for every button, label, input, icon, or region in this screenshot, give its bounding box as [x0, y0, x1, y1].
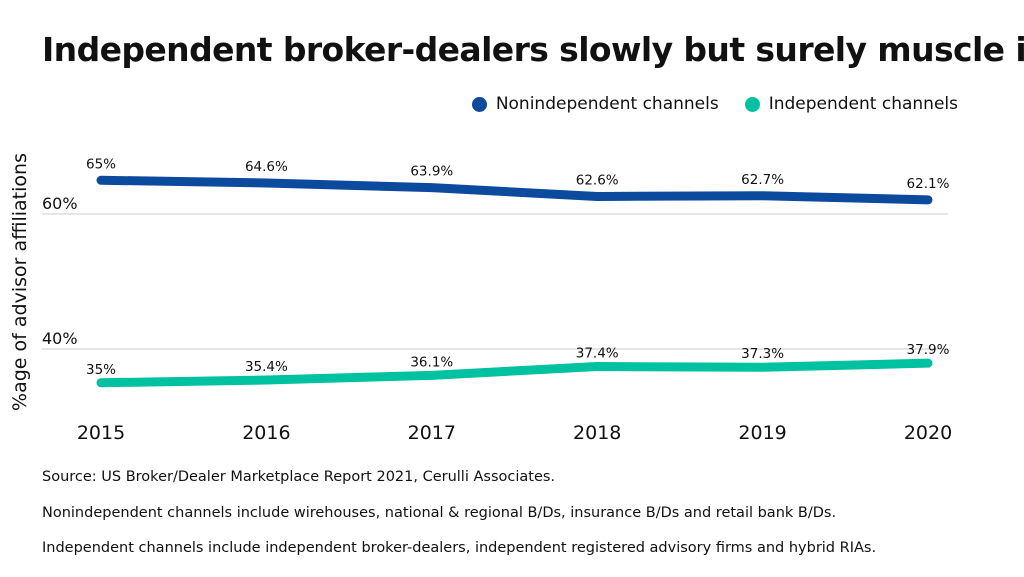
line-chart: %age of advisor affiliations 40% 60% 2015 2…: [9, 153, 952, 444]
legend: Nonindependent channels Independent chan…: [446, 94, 958, 114]
x-tick-label-2019: 2019: [738, 422, 786, 444]
data-label-independent-2015: 35%: [86, 362, 116, 378]
series-line-nonindependent: [96, 175, 933, 205]
y-tick-label-60: 60%: [42, 194, 78, 213]
legend-swatch-nonindependent: [471, 96, 487, 112]
data-label-independent-2020: 37.9%: [907, 342, 950, 358]
x-tick-label-2018: 2018: [573, 422, 621, 444]
data-label-nonindependent-2016: 64.6%: [245, 159, 288, 175]
nonindependent-definition: Nonindependent channels include wirehous…: [42, 504, 837, 521]
x-tick-label-2020: 2020: [904, 422, 952, 444]
legend-item-nonindependent: Nonindependent channels: [471, 94, 719, 114]
data-label-nonindependent-2020: 62.1%: [907, 176, 950, 192]
data-label-nonindependent-2015: 65%: [86, 156, 116, 172]
series-line-independent: [96, 358, 933, 388]
x-tick-label-2015: 2015: [77, 422, 125, 444]
y-axis-label: %age of advisor affiliations: [9, 153, 31, 411]
chart-title: Independent broker-dealers slowly but su…: [42, 30, 1024, 69]
y-tick-label-40: 40%: [42, 329, 78, 348]
data-label-nonindependent-2018: 62.6%: [576, 172, 619, 188]
data-label-nonindependent-2017: 63.9%: [410, 164, 453, 180]
data-label-nonindependent-2019: 62.7%: [741, 172, 784, 188]
x-tick-label-2016: 2016: [242, 422, 290, 444]
legend-swatch-independent: [744, 96, 760, 112]
legend-label-independent: Independent channels: [768, 94, 958, 114]
data-label-independent-2018: 37.4%: [576, 346, 619, 362]
legend-item-independent: Independent channels: [744, 94, 958, 114]
footnotes: Source: US Broker/Dealer Marketplace Rep…: [42, 470, 876, 577]
source-note: Source: US Broker/Dealer Marketplace Rep…: [42, 469, 556, 485]
legend-label-nonindependent: Nonindependent channels: [495, 94, 719, 114]
independent-definition: Independent channels include independent…: [42, 540, 877, 556]
data-label-independent-2016: 35.4%: [245, 359, 288, 375]
data-label-independent-2017: 36.1%: [410, 354, 453, 370]
x-tick-label-2017: 2017: [408, 422, 456, 444]
data-label-independent-2019: 37.3%: [741, 346, 784, 362]
